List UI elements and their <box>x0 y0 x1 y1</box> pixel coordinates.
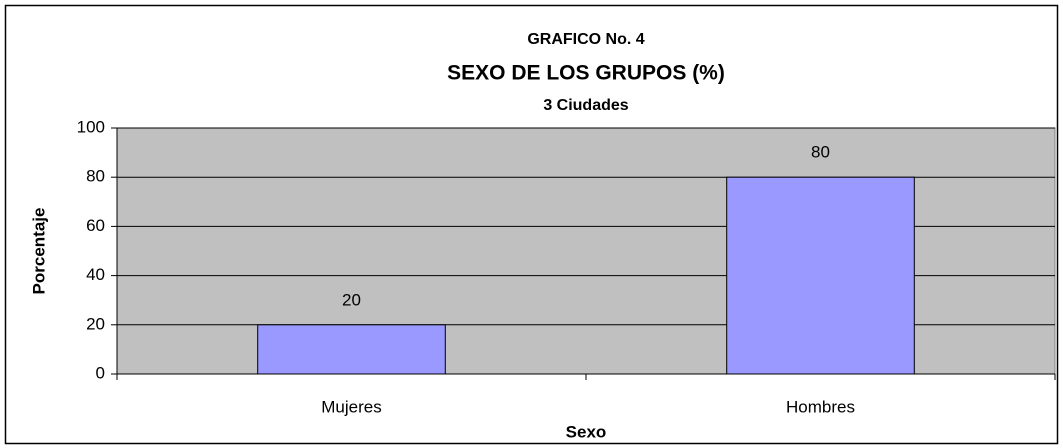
y-tick-label: 0 <box>96 363 105 382</box>
x-tick-label: Hombres <box>786 397 855 416</box>
chart-number: GRAFICO No. 4 <box>527 31 644 48</box>
x-axis-label: Sexo <box>566 422 607 441</box>
chart-title: SEXO DE LOS GRUPOS (%) <box>447 62 725 85</box>
y-tick-label: 20 <box>86 314 105 333</box>
y-axis-label: Porcentaje <box>29 208 48 295</box>
x-tick-label: Mujeres <box>321 397 381 416</box>
chart-subtitle: 3 Ciudades <box>543 97 628 114</box>
data-label: 20 <box>342 290 361 309</box>
data-label: 80 <box>811 143 830 162</box>
y-tick-label: 100 <box>77 117 105 136</box>
y-tick-label: 60 <box>86 216 105 235</box>
bar <box>257 324 446 375</box>
y-tick-label: 40 <box>86 265 105 284</box>
y-tick-label: 80 <box>86 167 105 186</box>
bar <box>726 176 915 375</box>
